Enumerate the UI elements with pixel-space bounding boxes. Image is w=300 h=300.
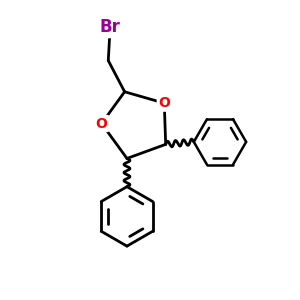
Text: O: O [96,116,107,130]
Text: Br: Br [99,18,120,36]
Text: O: O [158,96,170,110]
